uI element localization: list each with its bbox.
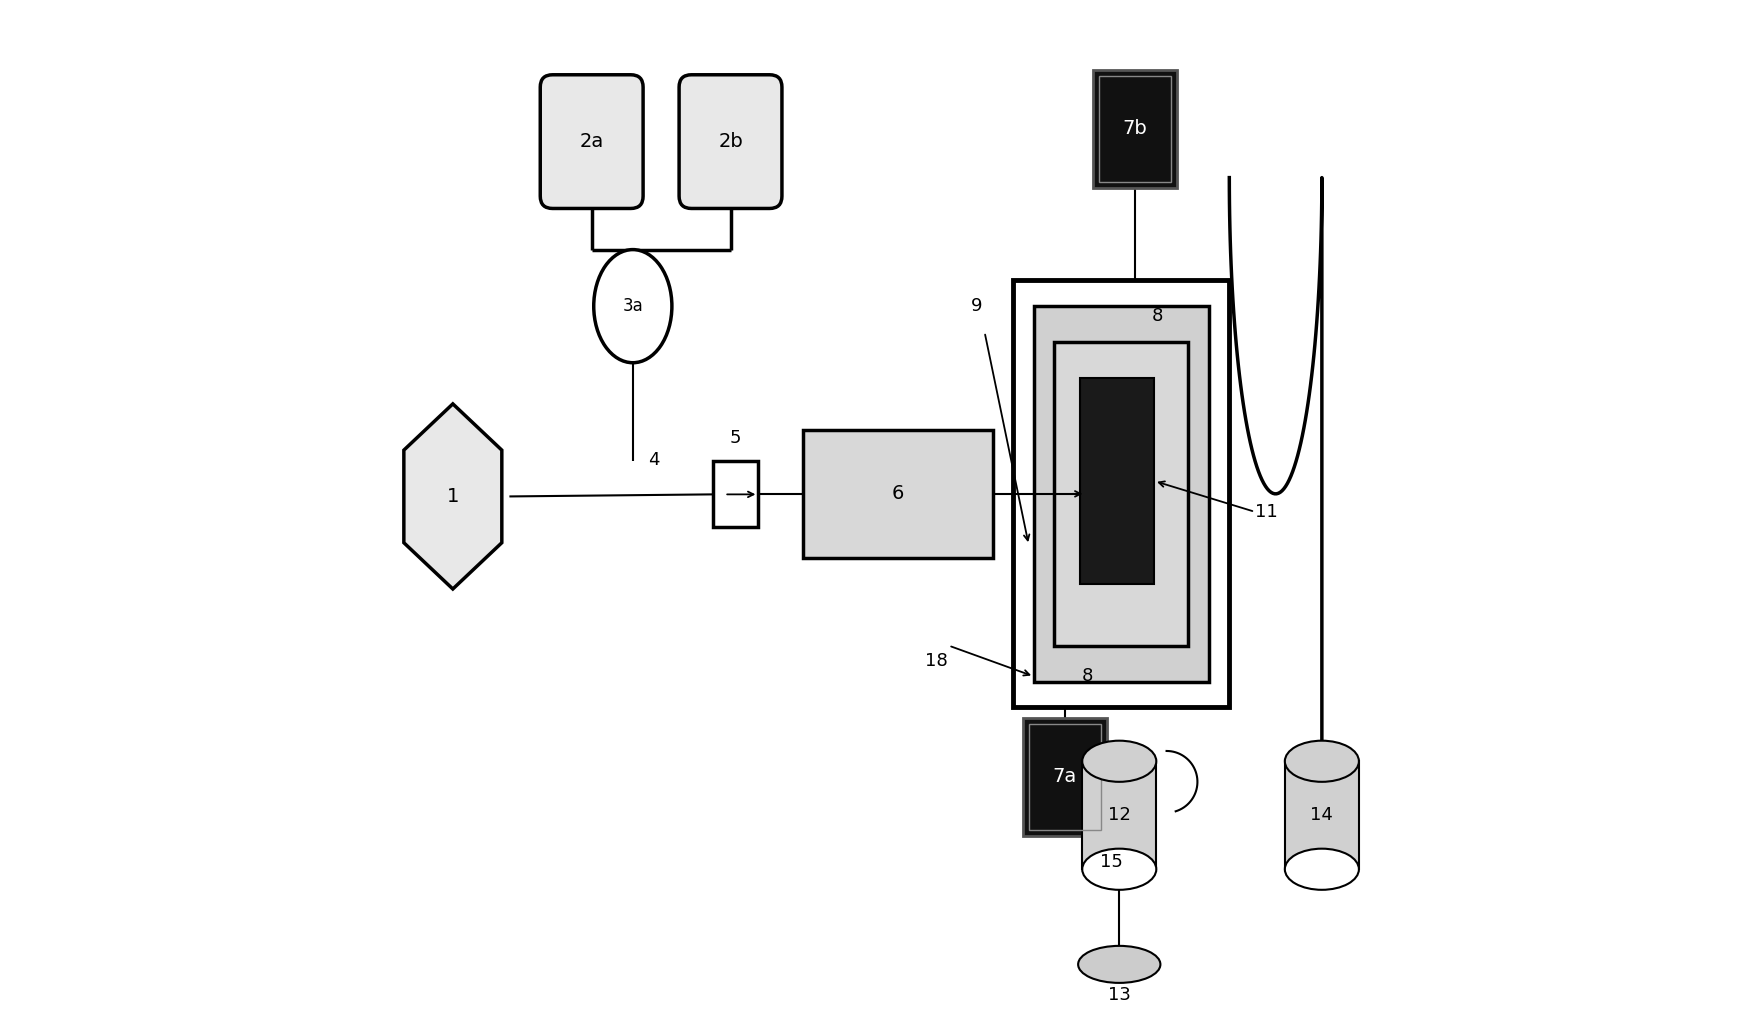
- Bar: [713, 461, 759, 527]
- Text: 2a: 2a: [579, 132, 603, 151]
- Text: 6: 6: [891, 484, 904, 504]
- Text: 5: 5: [729, 429, 741, 447]
- Bar: [1098, 75, 1169, 182]
- Text: 7a: 7a: [1052, 767, 1077, 786]
- Bar: [1082, 761, 1155, 870]
- Text: 18: 18: [925, 652, 947, 670]
- Bar: [802, 429, 993, 558]
- Bar: [1054, 342, 1187, 645]
- FancyBboxPatch shape: [678, 74, 781, 209]
- Ellipse shape: [1285, 740, 1358, 782]
- Text: 2b: 2b: [718, 132, 743, 151]
- Text: 8: 8: [1080, 667, 1092, 686]
- Polygon shape: [404, 404, 502, 589]
- Text: 1: 1: [446, 487, 458, 506]
- Bar: [1285, 761, 1358, 870]
- Bar: [1080, 378, 1154, 584]
- Bar: [1033, 306, 1208, 681]
- Bar: [1023, 718, 1106, 835]
- Bar: [1012, 280, 1229, 707]
- Text: 4: 4: [649, 452, 659, 469]
- Text: 14: 14: [1309, 807, 1332, 824]
- Ellipse shape: [1082, 849, 1155, 890]
- Text: 9: 9: [970, 297, 982, 315]
- Text: 13: 13: [1106, 986, 1129, 1004]
- Ellipse shape: [1082, 740, 1155, 782]
- Bar: [1092, 69, 1176, 188]
- Text: 15: 15: [1099, 852, 1122, 871]
- Text: 12: 12: [1106, 807, 1129, 824]
- Text: 11: 11: [1255, 503, 1278, 521]
- Text: 8: 8: [1150, 307, 1162, 326]
- Bar: [1028, 724, 1099, 829]
- FancyBboxPatch shape: [540, 74, 643, 209]
- Text: 3a: 3a: [622, 297, 643, 315]
- Text: 7b: 7b: [1122, 119, 1147, 139]
- Ellipse shape: [1077, 946, 1159, 983]
- Ellipse shape: [593, 249, 671, 363]
- Ellipse shape: [1285, 849, 1358, 890]
